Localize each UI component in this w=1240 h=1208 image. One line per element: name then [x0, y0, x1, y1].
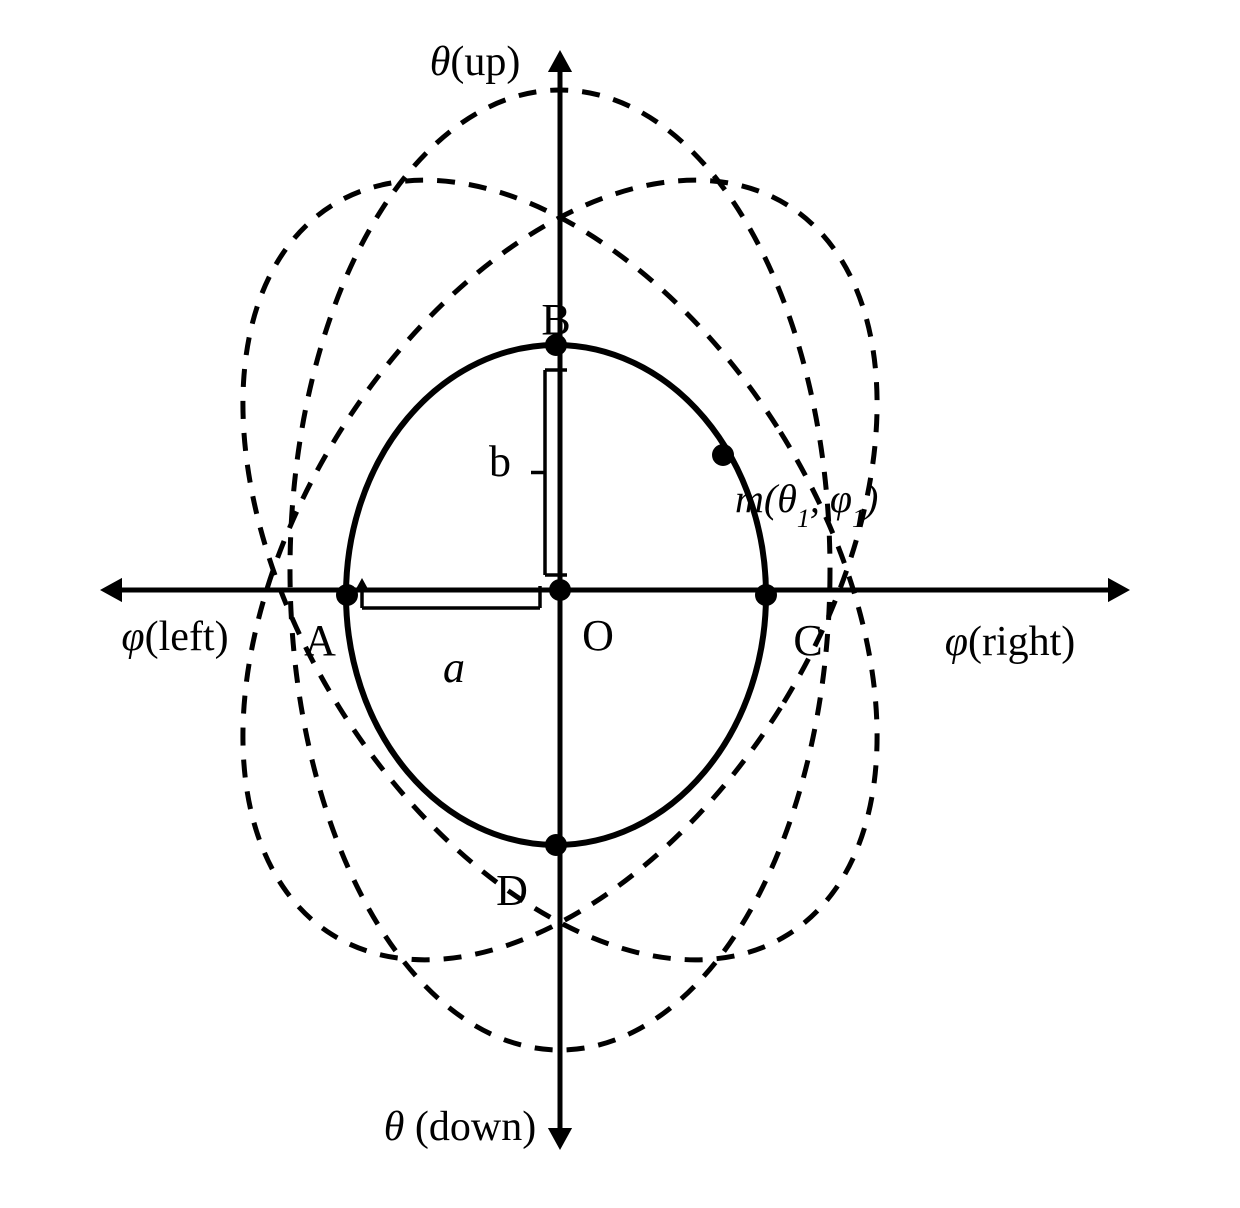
arrowhead	[548, 1128, 572, 1150]
point-A	[336, 584, 358, 606]
axis-label-x_left: φ(left)	[121, 614, 228, 660]
geometric-diagram: φ(left)φ(right)θ(up)θ (down)baABCDOm(θ1,…	[0, 0, 1240, 1208]
point-label-B: B	[541, 295, 570, 344]
point-O	[549, 579, 571, 601]
axis-label-y_down: θ (down)	[384, 1104, 536, 1150]
point-m	[712, 444, 734, 466]
point-label-A: A	[304, 616, 336, 665]
point-C	[755, 584, 777, 606]
axis-label-y_up: θ(up)	[430, 39, 521, 85]
point-label-C: C	[793, 616, 822, 665]
dim-a-label: a	[443, 643, 465, 692]
dim-b-label: b	[489, 437, 511, 486]
axis-label-x_right: φ(right)	[945, 619, 1076, 665]
point-D	[545, 834, 567, 856]
arrowhead	[100, 578, 122, 602]
point-label-O: O	[582, 611, 614, 660]
arrowhead	[548, 50, 572, 72]
point-label-D: D	[496, 866, 528, 915]
arrowhead	[1108, 578, 1130, 602]
